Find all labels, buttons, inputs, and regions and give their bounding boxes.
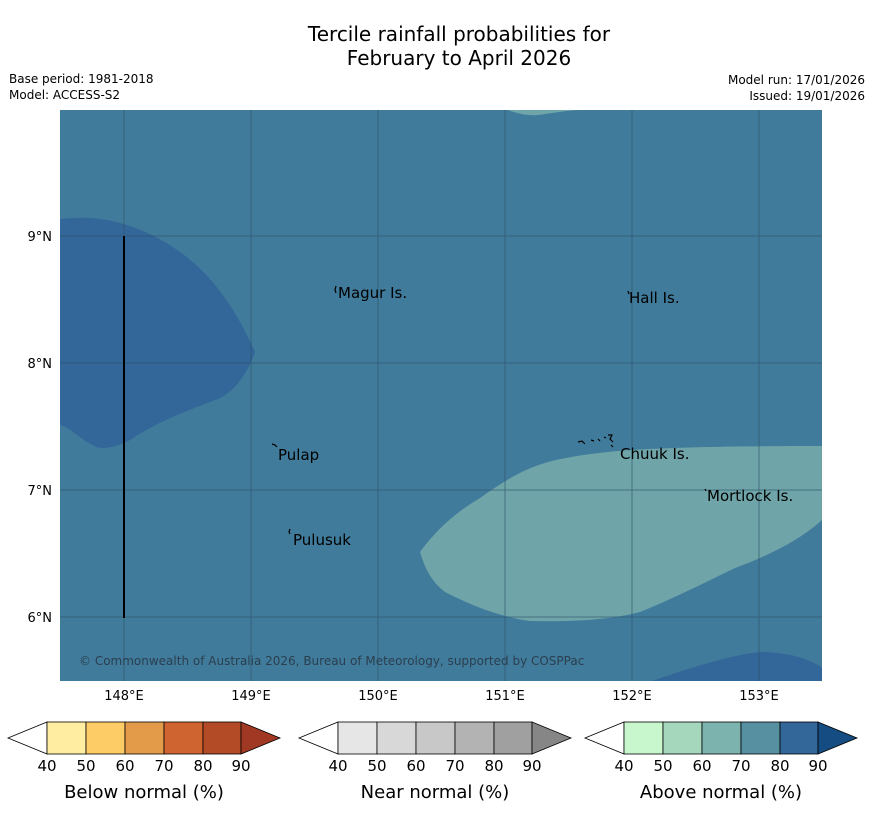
legend-near-title: Near normal (%) xyxy=(361,782,510,803)
legend-near-cap-left xyxy=(297,721,339,755)
legend-near-tick-50: 50 xyxy=(367,757,386,775)
model-name: Model: ACCESS-S2 xyxy=(9,88,121,102)
x-tick-153: 153°E xyxy=(739,689,779,704)
legend-near-tick-70: 70 xyxy=(445,757,464,775)
legend-above-normal: 40 50 60 70 80 90 Above normal (%) xyxy=(583,721,859,803)
x-tick-148: 148°E xyxy=(104,689,144,704)
legend-near-tick-90: 90 xyxy=(522,757,541,775)
legend-near-tick-80: 80 xyxy=(484,757,503,775)
x-tick-150: 150°E xyxy=(358,689,398,704)
y-tick-7n: 7°N xyxy=(28,484,53,499)
legend-below-normal: 40 50 60 70 80 90 Below normal (%) xyxy=(6,721,282,803)
copyright-notice: © Commonwealth of Australia 2026, Bureau… xyxy=(79,654,584,668)
x-tick-149: 149°E xyxy=(231,689,271,704)
legend-near-bin-60-70 xyxy=(415,721,456,755)
legend-below-tick-90: 90 xyxy=(231,757,250,775)
meta-left: Base period: 1981-2018 Model: ACCESS-S2 xyxy=(9,71,154,103)
legend-below-tick-70: 70 xyxy=(154,757,173,775)
legend-below-bin-40-50 xyxy=(46,721,87,755)
legend-near-cap-right xyxy=(531,721,573,755)
map-title: Tercile rainfall probabilities for Febru… xyxy=(0,22,873,70)
legend-near-bin-70-80 xyxy=(454,721,495,755)
x-tick-151: 151°E xyxy=(485,689,525,704)
legend-above-tick-70: 70 xyxy=(731,757,750,775)
legend-below-bin-50-60 xyxy=(85,721,126,755)
legend-near-tick-60: 60 xyxy=(406,757,425,775)
place-pulusuk: Pulusuk xyxy=(293,531,351,549)
y-tick-8n: 8°N xyxy=(28,357,53,372)
place-hall: Hall Is. xyxy=(629,289,680,307)
legend-near-normal: 40 50 60 70 80 90 Near normal (%) xyxy=(297,721,573,803)
legend-above-bin-80-90 xyxy=(779,721,819,755)
legend-below-bin-60-70 xyxy=(124,721,165,755)
legend-below-tick-50: 50 xyxy=(76,757,95,775)
map-panel: © Commonwealth of Australia 2026, Bureau… xyxy=(60,110,822,681)
legend-above-tick-50: 50 xyxy=(653,757,672,775)
legend-below-cap-right xyxy=(240,721,282,755)
above-normal-80-90-region-west xyxy=(60,217,255,448)
legend-near-tick-40: 40 xyxy=(328,757,347,775)
meta-right: Model run: 17/01/2026 Issued: 19/01/2026 xyxy=(728,72,865,104)
legend-above-bin-40-50 xyxy=(623,721,664,755)
model-run: Model run: 17/01/2026 xyxy=(727,73,865,87)
legend-above-tick-90: 90 xyxy=(808,757,827,775)
above-normal-60-70-region-north xyxy=(508,110,580,116)
y-tick-6n: 6°N xyxy=(28,611,53,626)
legend-above-bin-50-60 xyxy=(662,721,703,755)
legend-below-cap-left xyxy=(6,721,48,755)
above-normal-80-90-region-south xyxy=(652,652,822,681)
y-tick-9n: 9°N xyxy=(28,230,53,245)
legend-below-tick-60: 60 xyxy=(115,757,134,775)
base-period: Base period: 1981-2018 xyxy=(9,72,154,86)
place-labels: Magur Is. Hall Is. Pulap Chuuk Is. Mortl… xyxy=(278,284,793,549)
legend-below-tick-40: 40 xyxy=(37,757,56,775)
place-magur: Magur Is. xyxy=(338,284,407,302)
legend-above-cap-left xyxy=(583,721,625,755)
legend-near-bin-40-50 xyxy=(337,721,378,755)
issued-date: Issued: 19/01/2026 xyxy=(749,89,865,103)
legend-above-cap-right xyxy=(817,721,859,755)
legend-above-bin-70-80 xyxy=(740,721,781,755)
x-tick-152: 152°E xyxy=(612,689,652,704)
legend-below-title: Below normal (%) xyxy=(64,782,224,803)
legend-above-title: Above normal (%) xyxy=(640,782,802,803)
legend-near-bin-80-90 xyxy=(493,721,533,755)
place-mortlock: Mortlock Is. xyxy=(707,487,793,505)
y-axis-labels: 9°N 8°N 7°N 6°N xyxy=(28,230,53,626)
island-markers xyxy=(271,285,707,535)
legend-above-tick-60: 60 xyxy=(692,757,711,775)
place-pulap: Pulap xyxy=(278,446,319,464)
x-axis-labels: 148°E 149°E 150°E 151°E 152°E 153°E xyxy=(104,689,779,704)
place-chuuk: Chuuk Is. xyxy=(620,445,689,463)
legend-above-tick-40: 40 xyxy=(614,757,633,775)
title-line-1: Tercile rainfall probabilities for xyxy=(307,22,611,46)
legend-near-bin-50-60 xyxy=(376,721,417,755)
legend-below-bin-80-90 xyxy=(202,721,242,755)
legend-below-bin-70-80 xyxy=(163,721,204,755)
legend-below-tick-80: 80 xyxy=(193,757,212,775)
legend-above-tick-80: 80 xyxy=(770,757,789,775)
title-line-2: February to April 2026 xyxy=(346,46,572,70)
legend-above-bin-60-70 xyxy=(701,721,742,755)
